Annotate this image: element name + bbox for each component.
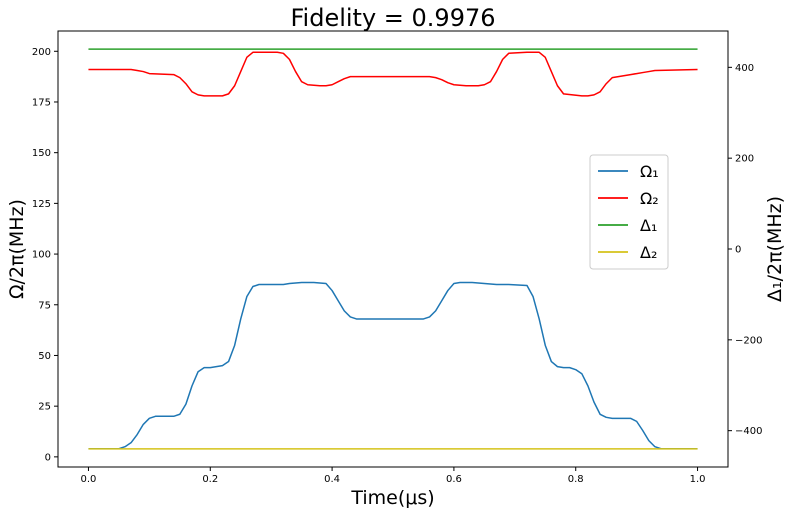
x-tick-label: 0.4 bbox=[324, 474, 340, 485]
legend-label: Ω₁ bbox=[640, 162, 659, 181]
legend: Ω₁ Ω₂ Δ₁ Δ₂ bbox=[589, 154, 669, 270]
y-right-tick-label: 0 bbox=[735, 245, 741, 256]
y-left-tick-label: 0 bbox=[45, 452, 51, 463]
x-tick-label: 1.0 bbox=[690, 474, 706, 485]
y-left-tick-label: 150 bbox=[32, 148, 51, 159]
y-left-tick-label: 175 bbox=[32, 97, 51, 108]
y-right-tick-label: 400 bbox=[735, 63, 754, 74]
y-right-tick-label: −400 bbox=[735, 426, 762, 437]
y-axis-left: 0 25 50 75 100 125 150 175 200 bbox=[32, 47, 58, 463]
x-tick-label: 0.8 bbox=[568, 474, 584, 485]
x-axis-label: Time(μs) bbox=[350, 487, 434, 509]
y-right-tick-label: −200 bbox=[735, 335, 762, 346]
series-line-1 bbox=[88, 281, 698, 450]
x-axis: 0.0 0.2 0.4 0.6 0.8 1.0 bbox=[81, 467, 706, 485]
y-left-tick-label: 200 bbox=[32, 47, 51, 58]
y-left-tick-label: 50 bbox=[38, 351, 51, 362]
x-tick-label: 0.0 bbox=[81, 474, 97, 485]
y-left-tick-label: 125 bbox=[32, 199, 51, 210]
y-axis-left-label: Ω/2π(MHz) bbox=[6, 199, 28, 299]
y-right-tick-label: 200 bbox=[735, 154, 754, 165]
y-axis-right: −400 −200 0 200 400 bbox=[728, 63, 762, 437]
series-line-2 bbox=[88, 51, 698, 97]
legend-label: Ω₂ bbox=[640, 189, 659, 208]
y-left-tick-label: 75 bbox=[38, 300, 51, 311]
y-axis-right-label: Δ₁/2π(MHz) bbox=[764, 196, 786, 302]
y-left-tick-label: 100 bbox=[32, 250, 51, 261]
y-left-tick-label: 25 bbox=[38, 402, 51, 413]
x-tick-label: 0.6 bbox=[446, 474, 462, 485]
legend-label: Δ₁ bbox=[640, 216, 657, 235]
x-tick-label: 0.2 bbox=[202, 474, 218, 485]
legend-label: Δ₂ bbox=[640, 243, 657, 262]
legend-box bbox=[589, 154, 669, 270]
chart-title: Fidelity = 0.9976 bbox=[290, 4, 495, 32]
series-layer bbox=[88, 48, 698, 450]
